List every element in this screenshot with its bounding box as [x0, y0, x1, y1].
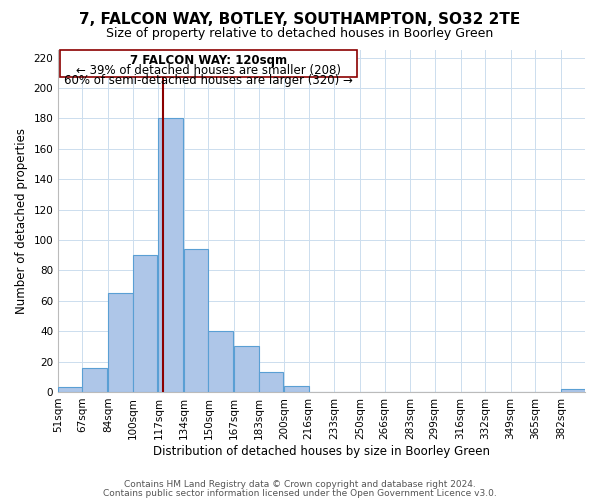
Bar	[259, 372, 283, 392]
Text: ← 39% of detached houses are smaller (208): ← 39% of detached houses are smaller (20…	[76, 64, 341, 76]
Bar	[82, 368, 107, 392]
Bar	[184, 249, 208, 392]
Bar	[58, 388, 82, 392]
Bar	[284, 386, 308, 392]
Text: 7, FALCON WAY, BOTLEY, SOUTHAMPTON, SO32 2TE: 7, FALCON WAY, BOTLEY, SOUTHAMPTON, SO32…	[79, 12, 521, 28]
Bar	[234, 346, 259, 392]
Bar	[208, 331, 233, 392]
Text: Size of property relative to detached houses in Boorley Green: Size of property relative to detached ho…	[106, 28, 494, 40]
Bar	[561, 389, 585, 392]
Bar	[108, 293, 133, 392]
Bar	[59, 50, 357, 78]
Bar	[158, 118, 182, 392]
Y-axis label: Number of detached properties: Number of detached properties	[15, 128, 28, 314]
Text: Contains public sector information licensed under the Open Government Licence v3: Contains public sector information licen…	[103, 488, 497, 498]
Text: Contains HM Land Registry data © Crown copyright and database right 2024.: Contains HM Land Registry data © Crown c…	[124, 480, 476, 489]
Bar	[133, 255, 157, 392]
Text: 7 FALCON WAY: 120sqm: 7 FALCON WAY: 120sqm	[130, 54, 287, 67]
X-axis label: Distribution of detached houses by size in Boorley Green: Distribution of detached houses by size …	[153, 444, 490, 458]
Text: 60% of semi-detached houses are larger (320) →: 60% of semi-detached houses are larger (…	[64, 74, 353, 88]
